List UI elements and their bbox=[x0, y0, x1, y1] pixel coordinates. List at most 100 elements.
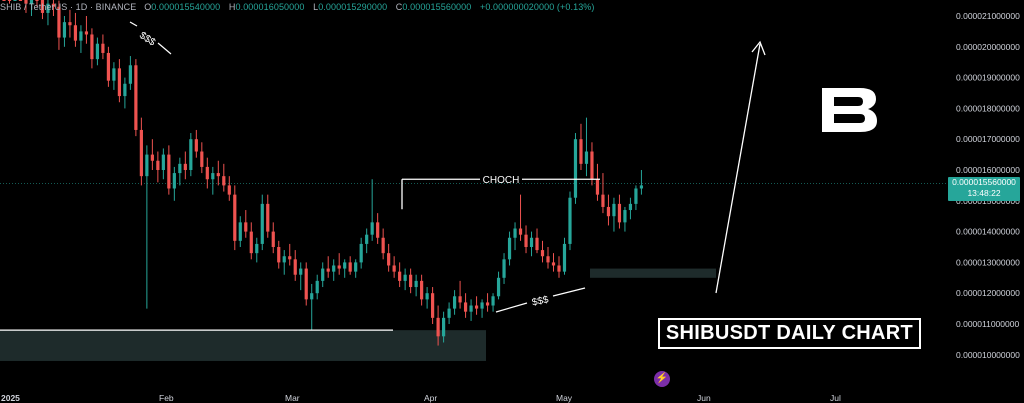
close-value: 0.000015560000 bbox=[402, 2, 472, 12]
candle bbox=[442, 311, 446, 343]
candle bbox=[238, 216, 242, 247]
candle-body bbox=[337, 265, 341, 269]
candle-body bbox=[260, 203, 264, 244]
candle bbox=[183, 151, 187, 180]
candle bbox=[90, 28, 94, 69]
candle-body bbox=[431, 293, 435, 318]
candle bbox=[117, 59, 121, 103]
candle bbox=[315, 274, 319, 300]
choch-label: CHOCH bbox=[483, 175, 520, 186]
candle bbox=[244, 210, 248, 238]
candle-body bbox=[529, 237, 534, 247]
time-tick-label: Feb bbox=[159, 393, 174, 403]
candle bbox=[134, 59, 138, 137]
candle-body bbox=[634, 188, 638, 204]
price-tick-label: 0.000012000000 bbox=[956, 288, 1020, 298]
candle-body bbox=[106, 52, 111, 81]
candle bbox=[612, 197, 616, 232]
candle bbox=[557, 256, 561, 278]
candle bbox=[376, 213, 380, 244]
candle-body bbox=[326, 268, 330, 272]
candle bbox=[84, 16, 89, 44]
candle-body bbox=[606, 206, 611, 217]
candle-body bbox=[595, 179, 600, 195]
candle-body bbox=[321, 268, 325, 281]
candle-body bbox=[123, 83, 127, 97]
candle-body bbox=[73, 25, 78, 41]
candle bbox=[463, 293, 468, 318]
candle-body bbox=[35, 0, 39, 1]
time-tick-label: Jun bbox=[697, 393, 711, 403]
liquidity-line-top-1 bbox=[129, 21, 138, 27]
candle-body bbox=[381, 237, 385, 254]
candle bbox=[507, 231, 512, 266]
candle bbox=[57, 0, 61, 50]
lightning-icon[interactable]: ⚡ bbox=[654, 371, 670, 387]
candle bbox=[172, 166, 176, 201]
candle-body bbox=[161, 154, 165, 170]
candle bbox=[496, 271, 501, 300]
candle-body bbox=[51, 3, 56, 7]
candle-body bbox=[507, 237, 512, 260]
candle bbox=[178, 157, 182, 186]
candle-body bbox=[95, 43, 100, 60]
candle-body bbox=[513, 228, 517, 238]
candle-body bbox=[29, 0, 34, 4]
candle-body bbox=[178, 163, 182, 174]
candle bbox=[398, 262, 402, 288]
candle-body bbox=[474, 305, 479, 309]
candle-body bbox=[299, 268, 303, 275]
time-axis[interactable]: 2025 Feb Mar Apr May Jun Jul bbox=[1, 393, 841, 403]
candle bbox=[112, 62, 116, 90]
candle-body bbox=[183, 163, 187, 170]
candle-body bbox=[409, 274, 413, 288]
candle-body bbox=[463, 302, 468, 312]
candle bbox=[62, 16, 67, 47]
candle-body bbox=[172, 173, 176, 189]
candle-body bbox=[244, 222, 248, 232]
b-logo-icon bbox=[820, 88, 878, 132]
candle-body bbox=[518, 228, 523, 235]
time-tick-label: May bbox=[556, 393, 573, 403]
candle-body bbox=[458, 296, 462, 303]
candle-body bbox=[354, 262, 358, 272]
candle bbox=[540, 240, 545, 263]
candle-body bbox=[447, 308, 451, 318]
low-label: L bbox=[313, 2, 319, 12]
high-label: H bbox=[228, 2, 236, 12]
candle-body bbox=[639, 185, 644, 189]
candle-body bbox=[255, 243, 259, 254]
symbol-title[interactable]: SHIB / TetherUS · 1D · BINANCE bbox=[0, 2, 137, 12]
candle bbox=[562, 237, 567, 275]
price-tick-label: 0.000010000000 bbox=[956, 350, 1020, 360]
candle-body bbox=[403, 274, 407, 281]
candle-body bbox=[628, 203, 633, 211]
demand-zone bbox=[0, 330, 486, 361]
candle bbox=[222, 163, 226, 192]
close-label: C bbox=[395, 2, 403, 12]
candle-body bbox=[24, 0, 28, 4]
candle bbox=[299, 262, 303, 291]
candle bbox=[95, 37, 100, 66]
candle bbox=[623, 206, 627, 232]
candle bbox=[46, 0, 50, 26]
candle bbox=[106, 46, 111, 87]
candle-body bbox=[568, 197, 572, 244]
candle bbox=[79, 25, 83, 53]
candle bbox=[29, 0, 34, 16]
candle bbox=[189, 133, 193, 177]
candle bbox=[40, 0, 45, 20]
candle-body bbox=[332, 265, 336, 272]
current-price-tag: 0.000015560000 13:48:22 bbox=[948, 177, 1020, 201]
candle-body bbox=[343, 262, 347, 269]
candle-body bbox=[293, 259, 297, 275]
price-tick-label: 0.000011000000 bbox=[956, 319, 1019, 329]
high-value: 0.000016050000 bbox=[235, 2, 305, 12]
candle bbox=[370, 179, 374, 241]
candle bbox=[2, 0, 6, 1]
candle-body bbox=[557, 265, 561, 272]
candle bbox=[634, 185, 638, 211]
candle bbox=[145, 145, 149, 309]
